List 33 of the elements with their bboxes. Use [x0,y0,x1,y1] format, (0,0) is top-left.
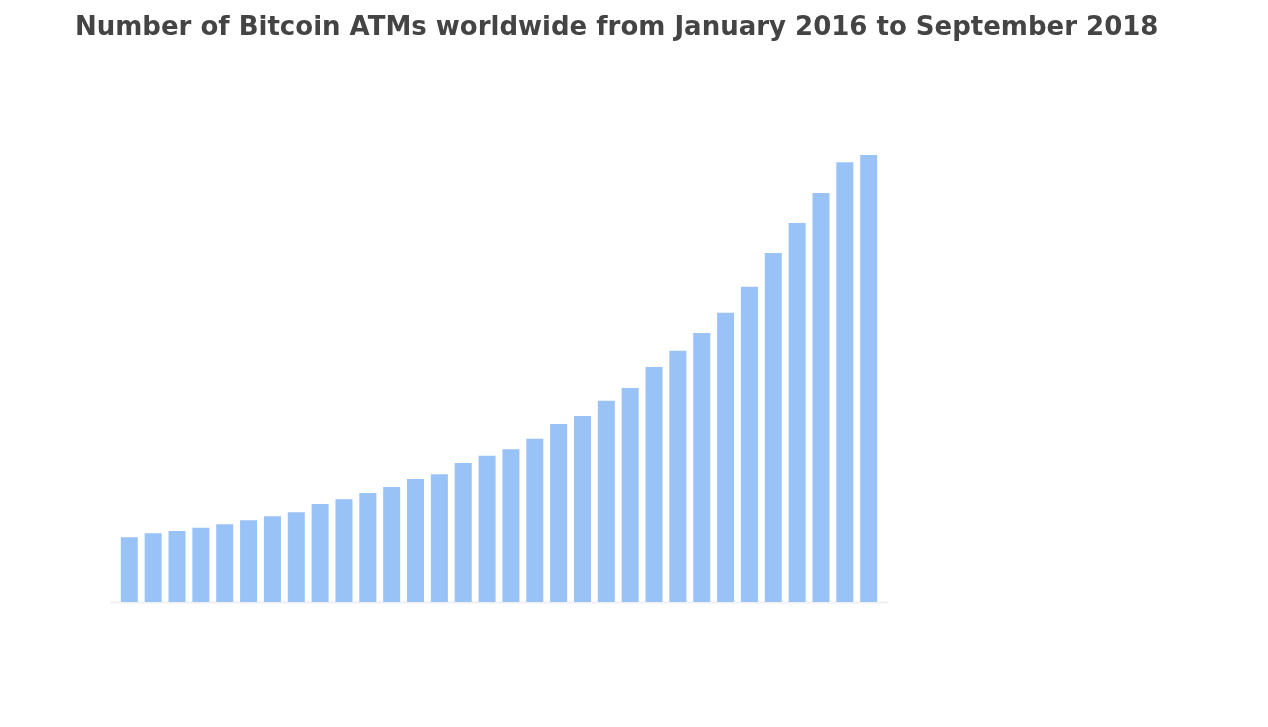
bar [526,438,544,602]
bar [240,520,258,602]
bar [383,487,401,602]
bar [812,192,830,602]
bar [788,222,806,602]
bar [573,416,591,602]
bar [693,332,711,602]
bar [645,366,663,602]
bar [740,286,758,602]
bar [764,252,782,602]
bar [430,474,448,602]
bar [502,449,520,602]
bar [597,400,615,602]
bar [669,350,687,602]
bar [478,455,496,602]
bar [287,512,305,602]
bar [263,516,281,602]
bar [860,155,878,602]
bar [836,162,854,602]
bar [311,504,329,602]
bar [407,479,425,602]
bar [144,533,162,602]
bar [168,530,186,602]
bar [454,462,472,602]
bar [717,312,735,602]
bar [359,492,377,602]
chart-title: Number of Bitcoin ATMs worldwide from January 2016 to September 2018 [75,11,1159,41]
bar [335,499,353,602]
bar [550,424,568,602]
bar [216,524,234,602]
bar [120,537,138,602]
bar [192,527,210,602]
bar [621,387,639,602]
